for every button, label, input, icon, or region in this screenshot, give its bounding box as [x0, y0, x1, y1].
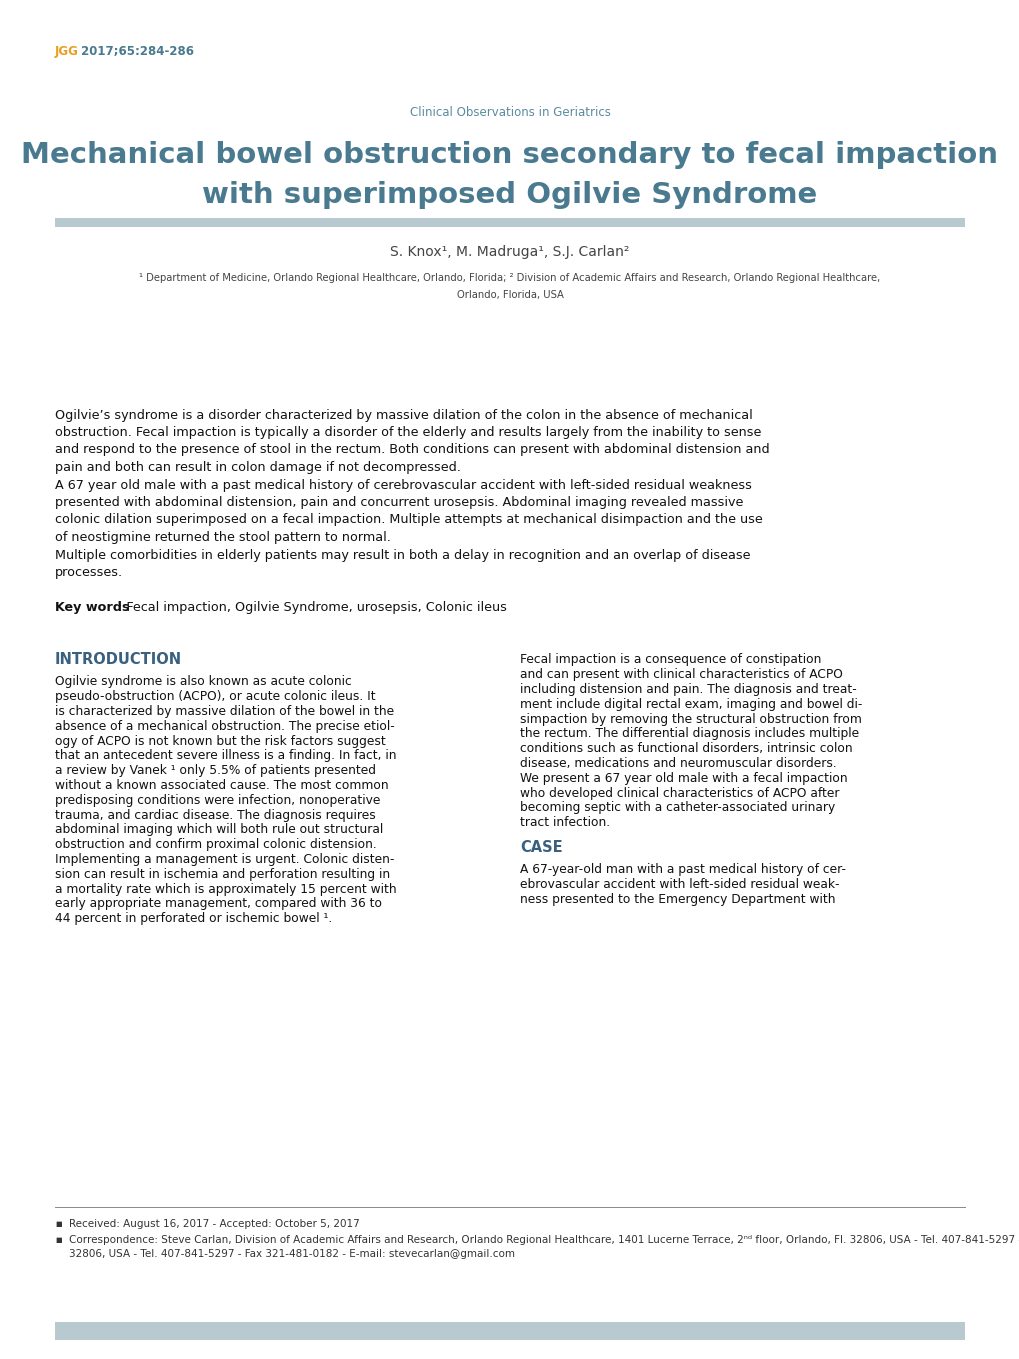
- Text: Fecal impaction is a consequence of constipation: Fecal impaction is a consequence of cons…: [520, 654, 820, 666]
- Text: ■: ■: [55, 1237, 61, 1243]
- Bar: [55, 1322, 964, 1340]
- Text: ¹ Department of Medicine, Orlando Regional Healthcare, Orlando, Florida; ² Divis: ¹ Department of Medicine, Orlando Region…: [140, 273, 879, 283]
- Text: We present a 67 year old male with a fecal impaction: We present a 67 year old male with a fec…: [520, 772, 847, 786]
- Text: presented with abdominal distension, pain and concurrent urosepsis. Abdominal im: presented with abdominal distension, pai…: [55, 496, 743, 510]
- Text: abdominal imaging which will both rule out structural: abdominal imaging which will both rule o…: [55, 824, 383, 837]
- Text: is characterized by massive dilation of the bowel in the: is characterized by massive dilation of …: [55, 705, 393, 718]
- Text: pain and both can result in colon damage if not decompressed.: pain and both can result in colon damage…: [55, 461, 461, 474]
- Text: and respond to the presence of stool in the rectum. Both conditions can present : and respond to the presence of stool in …: [55, 443, 769, 457]
- Text: of neostigmine returned the stool pattern to normal.: of neostigmine returned the stool patter…: [55, 531, 390, 544]
- Text: ogy of ACPO is not known but the risk factors suggest: ogy of ACPO is not known but the risk fa…: [55, 735, 385, 747]
- Text: a review by Vanek ¹ only 5.5% of patients presented: a review by Vanek ¹ only 5.5% of patient…: [55, 764, 376, 777]
- Text: with superimposed Ogilvie Syndrome: with superimposed Ogilvie Syndrome: [202, 181, 817, 209]
- Text: Orlando, Florida, USA: Orlando, Florida, USA: [457, 289, 562, 300]
- Text: S. Knox¹, M. Madruga¹, S.J. Carlan²: S. Knox¹, M. Madruga¹, S.J. Carlan²: [390, 245, 629, 260]
- Text: CASE: CASE: [520, 840, 562, 855]
- Text: that an antecedent severe illness is a finding. In fact, in: that an antecedent severe illness is a f…: [55, 750, 396, 762]
- Text: Key words: Key words: [55, 602, 129, 614]
- Text: A 67-year-old man with a past medical history of cer-: A 67-year-old man with a past medical hi…: [520, 863, 845, 877]
- Text: tract infection.: tract infection.: [520, 817, 609, 829]
- Text: Correspondence: Steve Carlan, Division of Academic Affairs and Research, Orlando: Correspondence: Steve Carlan, Division o…: [69, 1235, 1019, 1245]
- Text: and can present with clinical characteristics of ACPO: and can present with clinical characteri…: [520, 669, 842, 681]
- Text: 44 percent in perforated or ischemic bowel ¹.: 44 percent in perforated or ischemic bow…: [55, 912, 332, 925]
- Text: sion can result in ischemia and perforation resulting in: sion can result in ischemia and perforat…: [55, 868, 389, 881]
- Text: JGG: JGG: [55, 45, 78, 58]
- Text: A 67 year old male with a past medical history of cerebrovascular accident with : A 67 year old male with a past medical h…: [55, 478, 751, 492]
- Text: : Fecal impaction, Ogilvie Syndrome, urosepsis, Colonic ileus: : Fecal impaction, Ogilvie Syndrome, uro…: [118, 602, 506, 614]
- Text: ness presented to the Emergency Department with: ness presented to the Emergency Departme…: [520, 893, 835, 905]
- Text: absence of a mechanical obstruction. The precise etiol-: absence of a mechanical obstruction. The…: [55, 720, 394, 733]
- Text: Implementing a management is urgent. Colonic disten-: Implementing a management is urgent. Col…: [55, 853, 394, 866]
- Text: Multiple comorbidities in elderly patients may result in both a delay in recogni: Multiple comorbidities in elderly patien…: [55, 549, 750, 561]
- Text: simpaction by removing the structural obstruction from: simpaction by removing the structural ob…: [520, 712, 861, 726]
- Text: obstruction. Fecal impaction is typically a disorder of the elderly and results : obstruction. Fecal impaction is typicall…: [55, 425, 760, 439]
- Text: colonic dilation superimposed on a fecal impaction. Multiple attempts at mechani: colonic dilation superimposed on a fecal…: [55, 514, 762, 526]
- Text: pseudo-obstruction (ACPO), or acute colonic ileus. It: pseudo-obstruction (ACPO), or acute colo…: [55, 690, 375, 704]
- Text: trauma, and cardiac disease. The diagnosis requires: trauma, and cardiac disease. The diagnos…: [55, 809, 375, 822]
- Text: INTRODUCTION: INTRODUCTION: [55, 652, 182, 667]
- Text: Ogilvie’s syndrome is a disorder characterized by massive dilation of the colon : Ogilvie’s syndrome is a disorder charact…: [55, 409, 752, 421]
- Text: without a known associated cause. The most common: without a known associated cause. The mo…: [55, 779, 388, 792]
- Text: ment include digital rectal exam, imaging and bowel di-: ment include digital rectal exam, imagin…: [520, 699, 861, 711]
- Text: becoming septic with a catheter-associated urinary: becoming septic with a catheter-associat…: [520, 802, 835, 814]
- Text: who developed clinical characteristics of ACPO after: who developed clinical characteristics o…: [520, 787, 839, 799]
- Text: the rectum. The differential diagnosis includes multiple: the rectum. The differential diagnosis i…: [520, 727, 858, 741]
- Text: Mechanical bowel obstruction secondary to fecal impaction: Mechanical bowel obstruction secondary t…: [21, 141, 998, 169]
- Bar: [55, 217, 964, 227]
- Text: ■: ■: [55, 1220, 61, 1227]
- Text: ebrovascular accident with left-sided residual weak-: ebrovascular accident with left-sided re…: [520, 878, 839, 892]
- Text: conditions such as functional disorders, intrinsic colon: conditions such as functional disorders,…: [520, 742, 852, 756]
- Text: processes.: processes.: [55, 565, 123, 579]
- Text: obstruction and confirm proximal colonic distension.: obstruction and confirm proximal colonic…: [55, 839, 376, 851]
- Text: Received: August 16, 2017 - Accepted: October 5, 2017: Received: August 16, 2017 - Accepted: Oc…: [69, 1219, 360, 1229]
- Text: a mortality rate which is approximately 15 percent with: a mortality rate which is approximately …: [55, 883, 396, 896]
- Text: Ogilvie syndrome is also known as acute colonic: Ogilvie syndrome is also known as acute …: [55, 675, 352, 689]
- Text: 32806, USA - Tel. 407-841-5297 - Fax 321-481-0182 - E-mail: stevecarlan@gmail.co: 32806, USA - Tel. 407-841-5297 - Fax 321…: [69, 1249, 515, 1258]
- Text: disease, medications and neuromuscular disorders.: disease, medications and neuromuscular d…: [520, 757, 836, 771]
- Text: 2017;65:284-286: 2017;65:284-286: [76, 45, 194, 58]
- Text: including distension and pain. The diagnosis and treat-: including distension and pain. The diagn…: [520, 684, 856, 696]
- Text: Clinical Observations in Geriatrics: Clinical Observations in Geriatrics: [410, 106, 609, 118]
- Text: predisposing conditions were infection, nonoperative: predisposing conditions were infection, …: [55, 794, 380, 807]
- Text: early appropriate management, compared with 36 to: early appropriate management, compared w…: [55, 897, 382, 911]
